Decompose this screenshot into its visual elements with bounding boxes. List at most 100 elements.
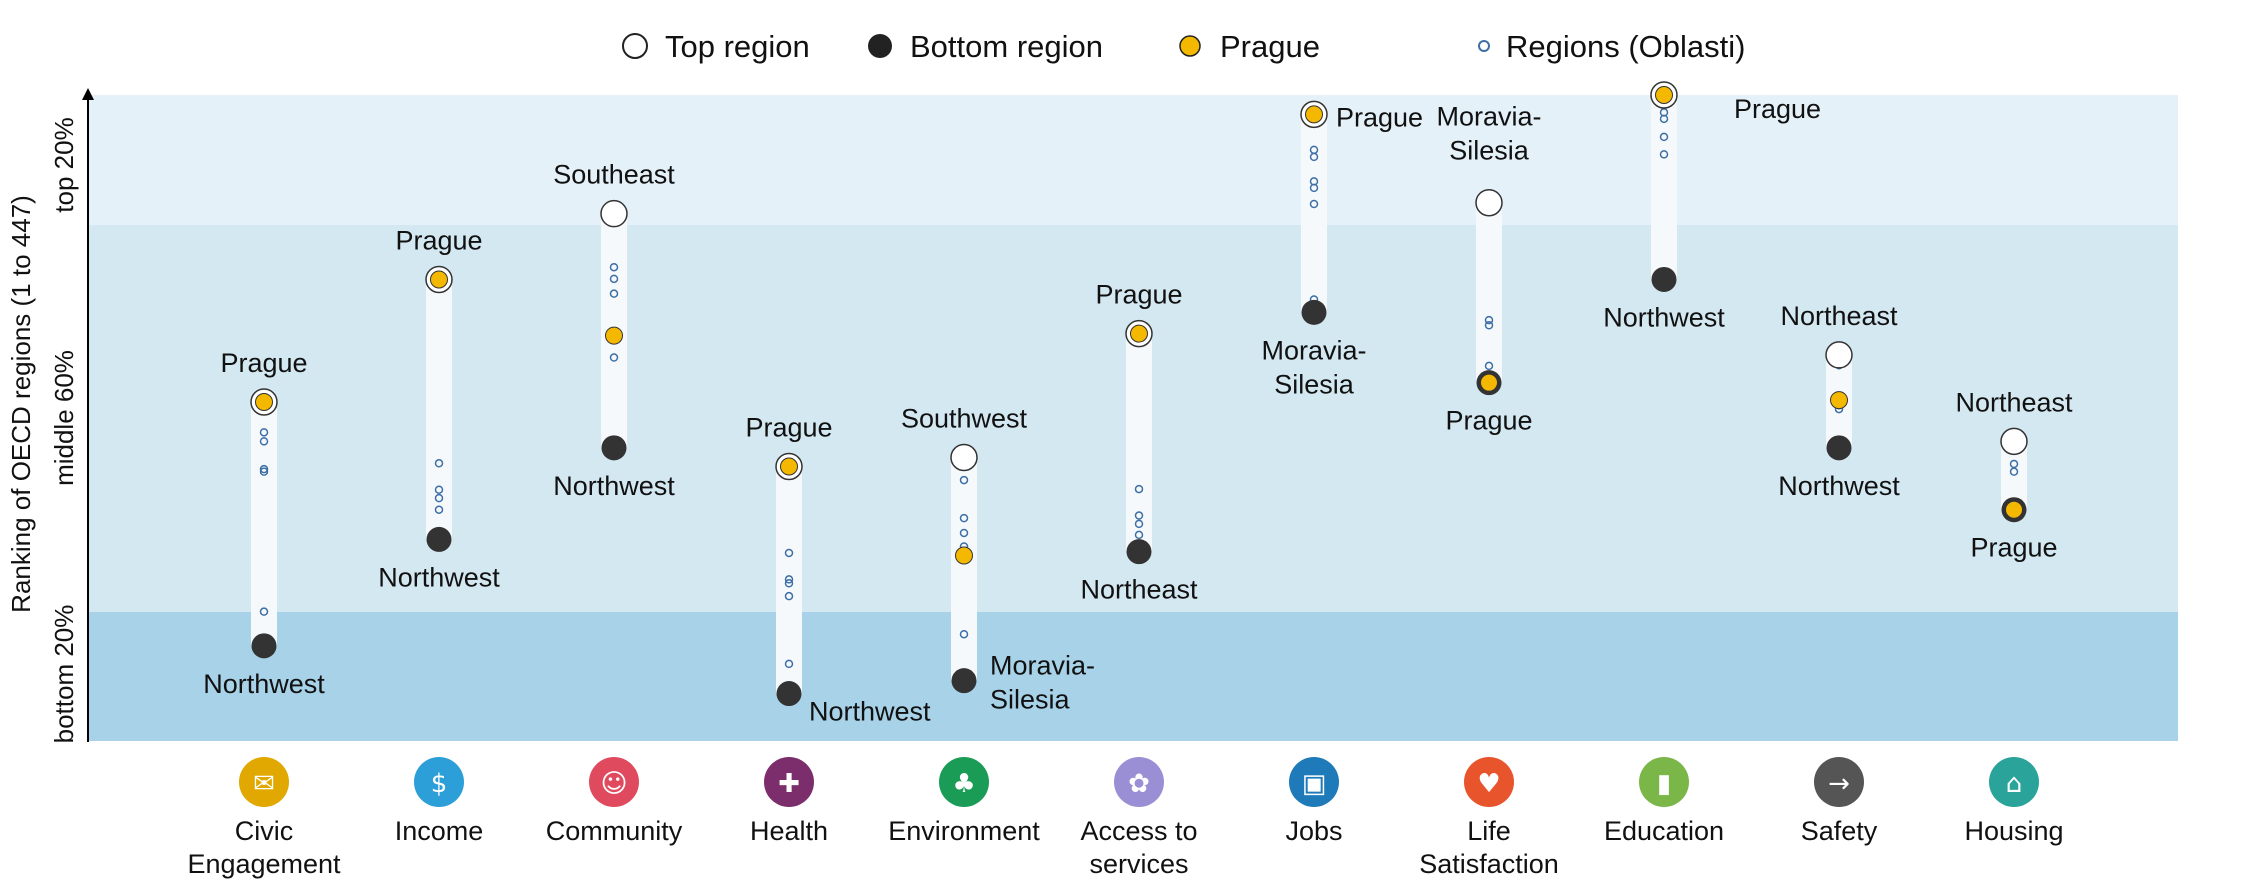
bottom-marker-community <box>601 435 627 461</box>
region-point-access-to-services <box>1134 530 1144 540</box>
prague-marker-housing <box>2005 500 2023 519</box>
legend-top-marker <box>622 33 648 59</box>
region-point-income <box>434 505 444 514</box>
bottom-marker-environment <box>951 668 977 694</box>
bottom-marker-jobs <box>1301 299 1327 325</box>
top-marker-safety <box>1825 341 1853 369</box>
legend-bottom-marker <box>868 34 892 58</box>
bottom-region-label-income: Northwest <box>378 562 500 592</box>
ballot-icon <box>239 757 289 807</box>
runner-icon <box>1814 757 1864 807</box>
region-point-education <box>1659 150 1669 159</box>
heart-icon <box>1464 757 1514 807</box>
prague-marker-education <box>1655 86 1673 104</box>
bottom-region-label-education: Northwest <box>1603 302 1725 332</box>
legend-regions-label: Regions (Oblasti) <box>1506 29 1745 64</box>
region-point-access-to-services <box>1134 484 1144 494</box>
category-label-access-to-services: Access to <box>1080 816 1197 846</box>
band-label-top: top 20% <box>49 117 79 212</box>
region-point-community <box>609 353 619 362</box>
bottom-marker-education <box>1651 266 1677 292</box>
region-point-civic-engagement <box>259 437 269 446</box>
region-point-access-to-services <box>1134 519 1144 529</box>
category-label-access-to-services: services <box>1089 849 1188 879</box>
top-marker-life-satisfaction <box>1475 188 1503 217</box>
heart-icon-glyph: ♥ <box>1477 769 1500 799</box>
range-bar-jobs <box>1301 114 1327 313</box>
bottom-region-label-access-to-services: Northeast <box>1080 575 1198 605</box>
category-label-life-satisfaction: Satisfaction <box>1419 849 1559 879</box>
prague-marker-access-to-services <box>1130 324 1148 343</box>
top-region-label-access-to-services: Prague <box>1095 280 1182 310</box>
top-region-label-life-satisfaction: Moravia- <box>1436 102 1541 132</box>
region-point-access-to-services <box>1134 511 1144 520</box>
top-region-label-education: Prague <box>1734 94 1821 124</box>
prague-marker-community <box>605 326 623 345</box>
top-marker-housing <box>2000 427 2028 456</box>
top-region-label-community: Southeast <box>553 160 675 190</box>
region-point-education <box>1659 132 1669 142</box>
chart-marks: Prague Northwest Prague Northwest Southeast N… <box>203 81 2073 727</box>
legend-bottom-label: Bottom region <box>910 29 1103 64</box>
bottom-region-label-housing: Prague <box>1970 533 2057 563</box>
prague-marker-health <box>780 457 798 476</box>
bottom-region-label-environment: Silesia <box>990 685 1071 715</box>
network-icon-glyph: ✿ <box>1128 769 1150 799</box>
region-point-civic-engagement <box>259 464 269 474</box>
category-label-housing: Housing <box>1964 816 2063 846</box>
category-label-civic-engagement: Engagement <box>187 849 341 879</box>
briefcase-icon <box>1289 757 1339 807</box>
region-point-jobs <box>1309 152 1319 162</box>
bottom-marker-access-to-services <box>1126 539 1152 565</box>
category-label-safety: Safety <box>1801 816 1878 846</box>
range-bar-income <box>426 279 452 540</box>
region-point-jobs <box>1309 199 1319 209</box>
region-point-income <box>434 459 444 468</box>
region-point-life-satisfaction <box>1484 315 1494 325</box>
people-icon-glyph: ☺ <box>600 769 627 799</box>
region-point-civic-engagement <box>259 428 269 437</box>
briefcase-icon-glyph: ▣ <box>1302 769 1327 799</box>
category-label-jobs: Jobs <box>1285 816 1342 846</box>
bottom-region-label-jobs: Silesia <box>1274 369 1355 399</box>
top-region-label-safety: Northeast <box>1780 301 1898 331</box>
region-point-environment <box>959 629 969 639</box>
bottom-marker-income <box>426 526 452 552</box>
bottom-region-label-life-satisfaction: Prague <box>1445 406 1532 436</box>
top-region-label-health: Prague <box>745 413 832 443</box>
y-axis-title: Ranking of OECD regions (1 to 447) <box>6 195 36 613</box>
region-point-community <box>609 262 619 272</box>
region-point-health <box>784 575 794 584</box>
category-label-community: Community <box>546 816 683 846</box>
bottom-marker-health <box>776 681 802 707</box>
top-region-label-income: Prague <box>395 225 482 255</box>
top-marker-community <box>600 199 628 228</box>
bottom-region-label-health: Northwest <box>809 697 931 727</box>
range-bar-environment <box>951 457 977 681</box>
category-label-income: Income <box>395 816 484 846</box>
region-point-community <box>609 289 619 298</box>
region-point-housing <box>2009 467 2019 476</box>
house-icon-glyph: ⌂ <box>2006 769 2023 799</box>
band-label-middle: middle 60% <box>49 350 79 486</box>
bottom-marker-safety <box>1826 435 1852 461</box>
region-point-civic-engagement <box>259 467 269 476</box>
cross-icon <box>764 757 814 807</box>
region-point-income <box>434 493 444 503</box>
bottom-region-label-community: Northwest <box>553 471 675 501</box>
range-bar-civic-engagement <box>251 402 277 646</box>
range-bar-life-satisfaction <box>1476 202 1502 383</box>
bottom-region-label-civic-engagement: Northwest <box>203 669 325 699</box>
bottom-marker-civic-engagement <box>251 633 277 659</box>
range-bar-access-to-services <box>1126 333 1152 552</box>
cross-icon-glyph: ✚ <box>778 769 800 799</box>
legend-prague-marker <box>1179 35 1201 57</box>
bottom-region-label-environment: Moravia- <box>990 651 1095 681</box>
top-region-label-housing: Northeast <box>1955 387 2073 417</box>
network-icon <box>1114 757 1164 807</box>
region-point-jobs <box>1309 183 1319 193</box>
legend: Top region Bottom region Prague Regions … <box>622 29 1745 64</box>
category-label-health: Health <box>750 816 828 846</box>
